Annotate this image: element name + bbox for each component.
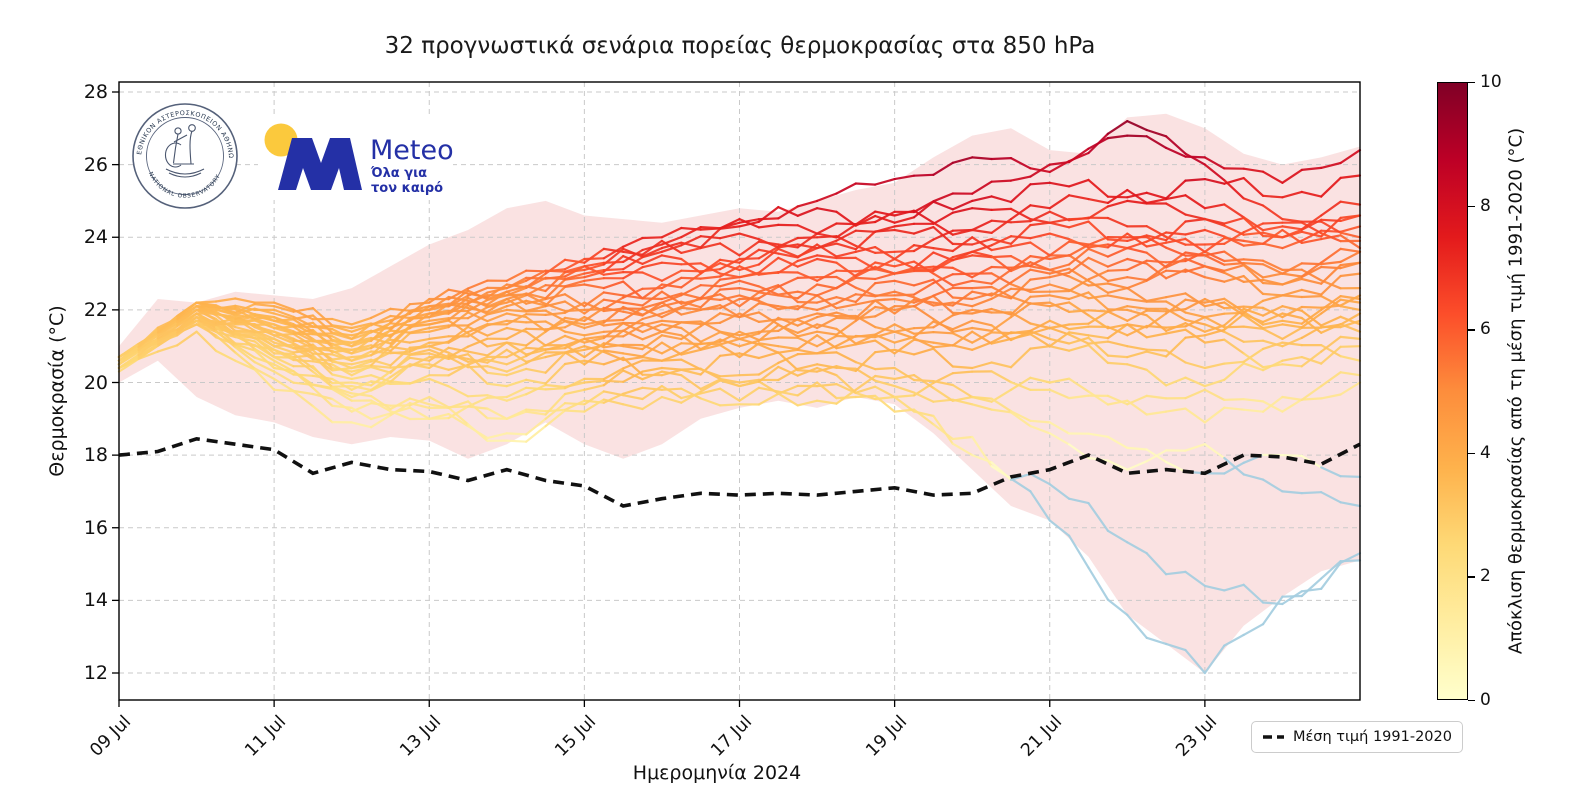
colorbar-tick-mark (1468, 700, 1475, 702)
colorbar-tick-label: 0 (1480, 690, 1491, 710)
meteo-m-mark (278, 138, 362, 190)
colorbar-tick-mark (1468, 452, 1475, 455)
y-tick-label: 24 (83, 226, 108, 249)
meteo-tagline-line1: Όλα για (370, 166, 427, 181)
climate-mean-line (118, 436, 1361, 508)
y-tick-label: 28 (83, 81, 108, 103)
chart-title: 32 προγνωστικά σενάρια πορείας θερμοκρασ… (384, 33, 1096, 59)
y-tick-label: 18 (83, 444, 108, 467)
ensemble-members (117, 119, 1362, 675)
colorbar-tick-label: 10 (1480, 72, 1502, 92)
colorbar-tick-label: 6 (1480, 319, 1491, 340)
axis-tick-marks (112, 91, 1206, 707)
colorbar-tick-mark (1468, 82, 1475, 84)
y-tick-label: 20 (83, 371, 108, 394)
colorbar-tick-mark (1468, 576, 1475, 578)
x-axis-label: Ημερομηνία 2024 (632, 762, 802, 784)
observatory-figures-illustration (164, 124, 205, 178)
ensemble-member (117, 119, 1362, 359)
emblem-inner-ring (146, 117, 224, 195)
ensemble-member (117, 174, 1362, 362)
meteo-logo: Meteo Όλα για τον καιρό (258, 118, 453, 200)
ensemble-member (117, 330, 1362, 443)
y-tick-label: 22 (83, 298, 108, 321)
legend-label: Μέση τιμή 1991-2020 (1292, 729, 1452, 745)
colorbar-tick-label: 2 (1480, 566, 1491, 587)
colorbar-tick-label: 8 (1480, 195, 1491, 216)
colorbar-tick-label: 4 (1480, 442, 1491, 463)
colorbar-label: Απόκλιση θερμοκρασίας από τη μέση τιμή 1… (1505, 127, 1527, 655)
colorbar-tick-mark (1468, 329, 1475, 331)
y-tick-label: 26 (83, 153, 108, 176)
emblem-outer-ring (132, 103, 238, 209)
observatory-emblem: ΕΘΝΙΚΟΝ ΑΣΤΕΡΟΣΚΟΠΕΙΟΝ ΑΘΗΝΩΝ NATIONAL O… (128, 101, 238, 209)
ensemble-member (117, 199, 1362, 359)
meteo-tagline-line2: τον καιρό (371, 181, 443, 196)
legend-dash-sample (1263, 735, 1284, 739)
y-tick-label: 12 (83, 662, 108, 684)
y-tick-label: 14 (83, 589, 108, 612)
ensemble-member (117, 319, 1362, 675)
meteo-wordmark: Meteo (370, 135, 453, 166)
legend: Μέση τιμή 1991-2020 (1251, 721, 1463, 753)
colorbar-tick-mark (1468, 205, 1475, 207)
colorbar (1437, 82, 1468, 700)
ensemble-member (117, 316, 1362, 606)
y-tick-label: 16 (83, 516, 108, 539)
